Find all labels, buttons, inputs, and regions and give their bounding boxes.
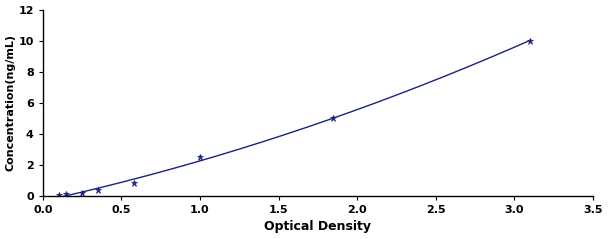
X-axis label: Optical Density: Optical Density (264, 220, 371, 234)
Y-axis label: Concentration(ng/mL): Concentration(ng/mL) (5, 34, 16, 171)
